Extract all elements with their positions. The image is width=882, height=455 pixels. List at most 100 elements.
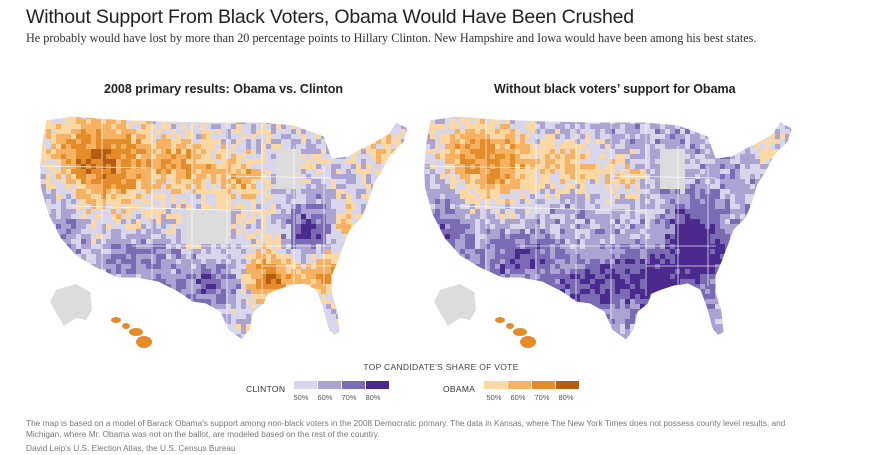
county-cell [216, 159, 221, 164]
county-cell [560, 134, 565, 139]
county-cell [445, 199, 450, 204]
county-cell [211, 329, 216, 334]
county-cell [550, 124, 555, 129]
county-cell [351, 204, 356, 209]
county-cell [101, 219, 106, 224]
county-cell [156, 254, 161, 259]
county-cell [680, 164, 685, 169]
county-cell [121, 309, 126, 314]
county-cell [226, 214, 231, 219]
county-cell [296, 204, 301, 209]
county-cell [66, 194, 71, 199]
county-cell [51, 124, 56, 129]
county-cell [685, 164, 690, 169]
county-cell [331, 144, 336, 149]
county-cell [236, 339, 241, 340]
county-cell [341, 304, 346, 309]
county-cell [625, 129, 630, 134]
county-cell [191, 279, 196, 284]
county-cell [560, 169, 565, 174]
county-cell [126, 184, 131, 189]
county-cell [510, 129, 515, 134]
county-cell [276, 329, 281, 334]
county-cell [151, 219, 156, 224]
county-cell [630, 149, 635, 154]
county-cell [136, 224, 141, 229]
county-cell [450, 159, 455, 164]
county-cell [201, 329, 206, 334]
county-cell [346, 324, 351, 329]
county-cell [281, 304, 286, 309]
county-cell [121, 159, 126, 164]
county-cell [695, 149, 700, 154]
county-cell [166, 274, 171, 279]
county-cell [66, 219, 71, 224]
county-cell [121, 214, 126, 219]
county-cell [261, 334, 266, 339]
county-cell [670, 169, 675, 174]
county-cell [336, 119, 341, 124]
county-cell [276, 219, 281, 224]
county-cell [311, 159, 316, 164]
county-cell [540, 199, 545, 204]
county-cell [171, 339, 176, 340]
county-cell [346, 269, 351, 274]
county-cell [311, 324, 316, 329]
county-cell [181, 219, 186, 224]
county-cell [406, 279, 408, 284]
county-cell [306, 329, 311, 334]
county-cell [151, 164, 156, 169]
county-cell [286, 204, 291, 209]
county-cell [101, 339, 106, 340]
county-cell [510, 169, 515, 174]
county-cell [206, 274, 211, 279]
county-cell [610, 116, 615, 119]
county-cell [56, 229, 61, 234]
county-cell [266, 264, 271, 269]
county-cell [211, 334, 216, 339]
county-cell [740, 184, 745, 189]
county-cell [96, 184, 101, 189]
county-cell [430, 119, 435, 124]
county-cell [121, 174, 126, 179]
county-cell [126, 129, 131, 134]
county-cell [241, 134, 246, 139]
county-cell [196, 144, 201, 149]
county-cell [765, 129, 770, 134]
county-cell [121, 304, 126, 309]
county-cell [361, 259, 366, 264]
county-cell [625, 154, 630, 159]
county-cell [286, 244, 291, 249]
county-cell [675, 194, 680, 199]
county-cell [505, 204, 510, 209]
county-cell [450, 134, 455, 139]
county-cell [336, 124, 341, 129]
county-cell [191, 234, 196, 239]
county-cell [81, 334, 86, 339]
county-cell [321, 304, 326, 309]
county-cell [505, 199, 510, 204]
county-cell [221, 339, 226, 340]
county-cell [146, 189, 151, 194]
county-cell [715, 134, 720, 139]
county-cell [505, 184, 510, 189]
county-cell [131, 189, 136, 194]
county-cell [376, 159, 381, 164]
county-cell [286, 229, 291, 234]
county-cell [765, 124, 770, 129]
county-cell [206, 169, 211, 174]
county-cell [465, 199, 470, 204]
county-cell [126, 229, 131, 234]
county-cell [381, 279, 386, 284]
county-cell [560, 144, 565, 149]
county-cell [341, 334, 346, 339]
county-cell [211, 264, 216, 269]
county-cell [700, 159, 705, 164]
county-cell [156, 244, 161, 249]
county-cell [96, 229, 101, 234]
county-cell [276, 149, 281, 154]
county-cell [680, 149, 685, 154]
county-cell [46, 324, 51, 329]
county-cell [46, 259, 51, 264]
county-cell [291, 119, 296, 124]
